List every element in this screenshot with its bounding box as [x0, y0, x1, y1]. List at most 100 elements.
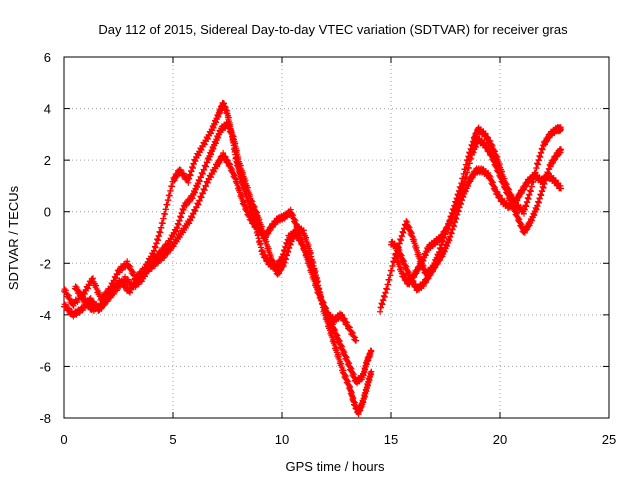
data-point — [189, 214, 196, 221]
data-point — [195, 152, 202, 159]
data-point — [196, 178, 203, 185]
data-point — [67, 297, 74, 304]
data-point — [207, 174, 214, 181]
data-point — [96, 289, 103, 296]
data-point — [75, 287, 82, 294]
chart-title: Day 112 of 2015, Sidereal Day-to-day VTE… — [98, 22, 568, 37]
data-point — [201, 187, 208, 194]
data-point — [198, 174, 205, 181]
data-point — [201, 167, 208, 174]
data-point — [350, 333, 357, 340]
data-point — [345, 323, 352, 330]
data-point — [89, 275, 96, 282]
data-point — [62, 301, 69, 308]
data-point — [204, 135, 211, 142]
data-point — [138, 278, 145, 285]
data-point — [179, 229, 186, 236]
data-point — [558, 185, 565, 192]
x-axis-label: GPS time / hours — [286, 459, 385, 474]
data-point — [78, 292, 85, 299]
data-point — [65, 292, 72, 299]
data-point — [192, 158, 199, 165]
data-point — [108, 289, 115, 296]
data-point — [83, 297, 90, 304]
data-point — [176, 234, 183, 241]
data-point — [207, 130, 214, 137]
data-point — [76, 288, 83, 295]
plot-frame — [63, 56, 610, 419]
data-point — [170, 243, 177, 250]
data-point — [350, 330, 357, 337]
data-point — [195, 201, 202, 208]
data-point — [72, 283, 79, 290]
data-point — [130, 284, 137, 291]
y-tick-label: 4 — [44, 102, 51, 117]
data-point — [64, 291, 71, 298]
y-tick-label: -4 — [39, 308, 51, 323]
data-point — [102, 300, 109, 307]
data-point — [84, 285, 91, 292]
y-tick-label: -2 — [39, 256, 51, 271]
data-point — [177, 166, 184, 173]
data-point — [127, 263, 134, 270]
data-point — [558, 146, 565, 153]
data-point — [186, 220, 193, 227]
data-point — [79, 293, 86, 300]
axes: 0 5 10 15 20 25 -8 -6 -4 -2 0 2 4 6 — [39, 50, 616, 447]
y-tick-label: 6 — [44, 50, 51, 65]
x-tick-label: 20 — [493, 432, 507, 447]
data-layer — [61, 99, 565, 418]
x-tick-label: 5 — [169, 432, 176, 447]
data-point — [61, 286, 68, 293]
data-point — [62, 287, 69, 294]
data-point — [211, 168, 218, 175]
series-track-3 — [71, 149, 360, 344]
data-point — [173, 228, 180, 235]
data-point — [198, 147, 205, 154]
x-tick-label: 25 — [602, 432, 616, 447]
x-tick-label: 0 — [60, 432, 67, 447]
data-point — [192, 208, 199, 215]
data-point — [180, 170, 187, 177]
data-point — [203, 163, 210, 170]
y-tick-label: -8 — [39, 411, 51, 426]
data-point — [122, 282, 129, 289]
y-tick-label: 0 — [44, 205, 51, 220]
data-point — [201, 141, 208, 148]
data-point — [133, 278, 140, 285]
x-tick-label: 10 — [275, 432, 289, 447]
data-point — [129, 268, 136, 275]
data-point — [126, 262, 133, 269]
data-point — [368, 347, 375, 354]
data-point — [194, 200, 201, 207]
y-tick-label: -6 — [39, 359, 51, 374]
data-point — [105, 294, 112, 301]
x-tick-label: 15 — [384, 432, 398, 447]
data-point — [130, 269, 137, 276]
data-point — [368, 368, 375, 375]
data-point — [93, 282, 100, 289]
y-axis-label: SDTVAR / TECUs — [6, 185, 21, 290]
data-point — [203, 183, 210, 190]
data-point — [351, 334, 358, 341]
data-point — [346, 324, 353, 331]
data-point — [199, 190, 206, 197]
data-point — [90, 298, 97, 305]
data-point — [173, 238, 180, 245]
data-point — [65, 305, 72, 312]
data-point — [204, 179, 211, 186]
data-point — [198, 194, 205, 201]
data-point — [183, 224, 190, 231]
data-point — [87, 295, 94, 302]
series-track-6 — [392, 124, 565, 288]
data-point — [127, 289, 134, 296]
data-point — [353, 337, 360, 344]
data-point — [196, 197, 203, 204]
data-point — [199, 170, 206, 177]
y-tick-label: 2 — [44, 153, 51, 168]
data-point — [124, 258, 131, 265]
data-point — [73, 284, 80, 291]
data-point — [86, 300, 93, 307]
